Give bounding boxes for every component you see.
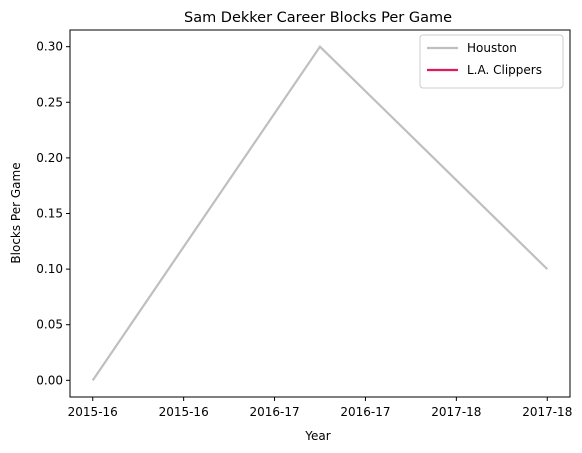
y-tick-label: 0.05 xyxy=(36,318,63,332)
y-tick-label: 0.10 xyxy=(36,262,63,276)
plot-lines xyxy=(93,47,548,381)
x-tick-label: 2016-17 xyxy=(249,405,299,419)
x-tick-label: 2015-16 xyxy=(68,405,118,419)
chart-title: Sam Dekker Career Blocks Per Game xyxy=(184,10,452,26)
legend-label: Houston xyxy=(467,41,517,55)
legend: Houston L.A. Clippers xyxy=(420,35,563,88)
y-axis: 0.00 0.05 0.10 0.15 0.20 0.25 0.30 xyxy=(36,40,70,388)
x-tick-label: 2017-18 xyxy=(522,405,572,419)
legend-label: L.A. Clippers xyxy=(467,63,542,77)
x-tick-label: 2017-18 xyxy=(431,405,481,419)
x-tick-label: 2015-16 xyxy=(159,405,209,419)
y-tick-label: 0.30 xyxy=(36,40,63,54)
x-tick-label: 2016-17 xyxy=(340,405,390,419)
y-axis-label: Blocks Per Game xyxy=(9,162,23,263)
series-line-houston xyxy=(93,47,548,381)
x-axis: 2015-16 2015-16 2016-17 2016-17 2017-18 2017-… xyxy=(68,397,573,419)
x-axis-label: Year xyxy=(304,429,330,443)
y-tick-label: 0.20 xyxy=(36,151,63,165)
y-tick-label: 0.25 xyxy=(36,95,63,109)
y-tick-label: 0.15 xyxy=(36,207,63,221)
y-tick-label: 0.00 xyxy=(36,373,63,387)
